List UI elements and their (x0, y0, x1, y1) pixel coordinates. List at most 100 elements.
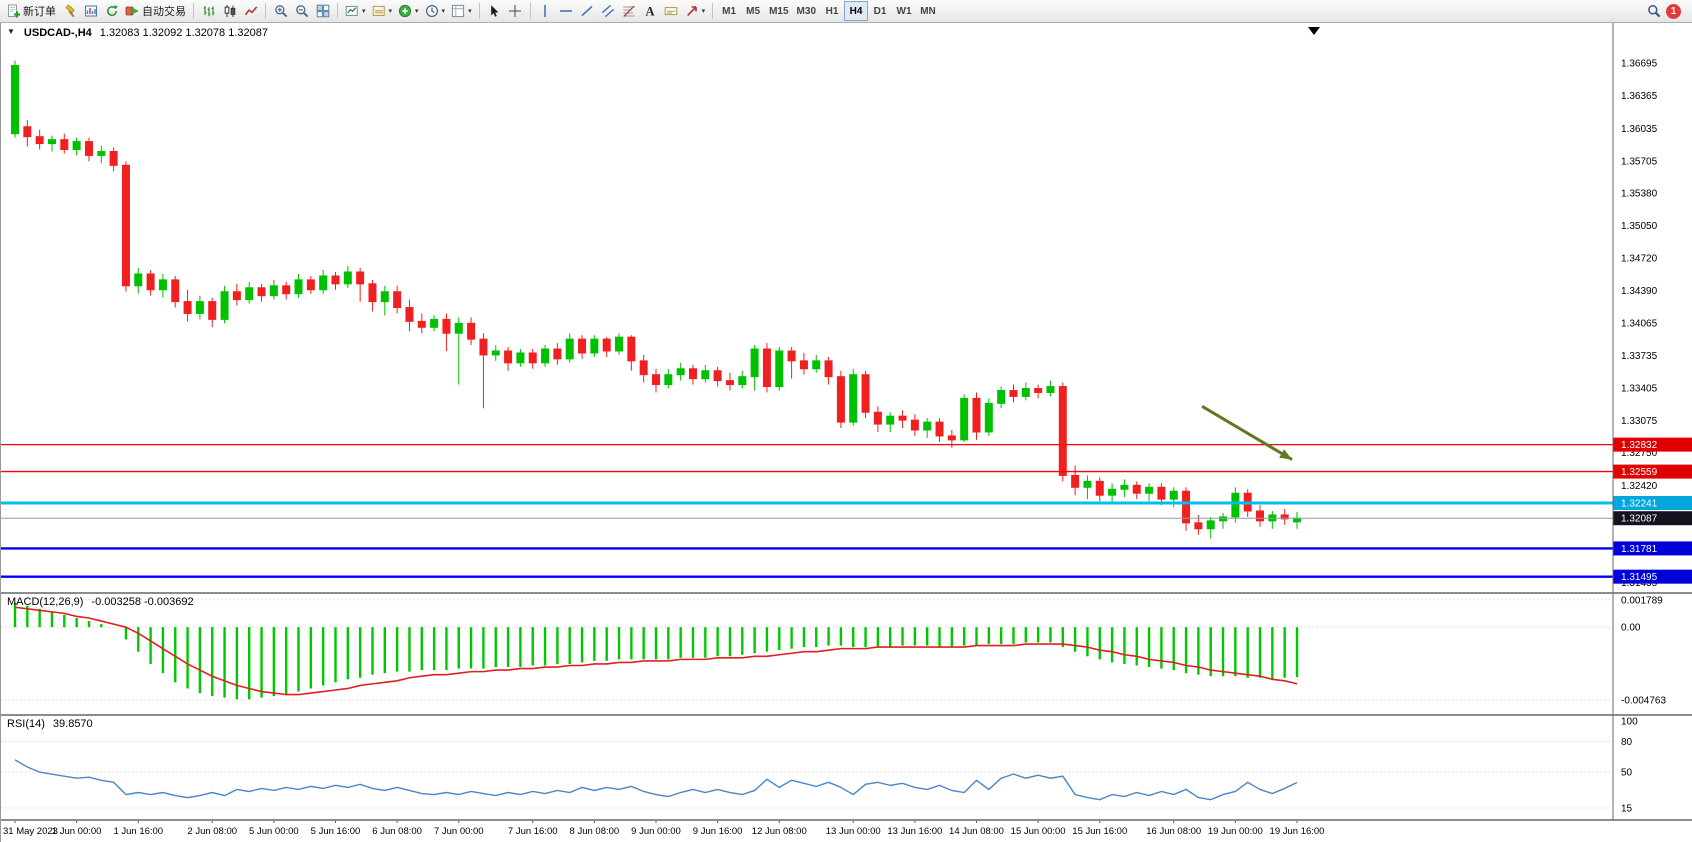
chevron-down-icon: ▾ (468, 7, 472, 15)
arrow-tools-button[interactable]: ▾ (682, 1, 709, 21)
toolbar-separator (193, 3, 194, 19)
pane-frames (1, 23, 1692, 821)
svg-text:A: A (646, 4, 655, 18)
chart-profiles-icon (372, 5, 385, 16)
periods-button[interactable]: ▾ (422, 1, 449, 21)
svg-text:1.32420: 1.32420 (1621, 481, 1658, 492)
zoom-in-icon (274, 5, 287, 18)
bars-chart-button[interactable] (198, 1, 219, 21)
svg-text:15: 15 (1621, 803, 1633, 814)
new-chart-button[interactable]: ▾ (342, 1, 369, 21)
ohlc-bars-icon (203, 6, 214, 17)
svg-text:1 Jun 00:00: 1 Jun 00:00 (52, 826, 102, 837)
candles-chart-button[interactable] (219, 1, 240, 21)
svg-text:12 Jun 08:00: 12 Jun 08:00 (752, 826, 807, 837)
svg-text:1.35380: 1.35380 (1621, 188, 1658, 199)
svg-text:1.35705: 1.35705 (1621, 156, 1658, 167)
new-order-button[interactable]: 新订单 (3, 1, 59, 21)
auto-trading-button[interactable]: 自动交易 (122, 1, 189, 21)
refresh-button[interactable] (101, 1, 122, 21)
svg-text:80: 80 (1621, 737, 1633, 748)
templates-button[interactable]: ▾ (448, 1, 475, 21)
search-button[interactable] (1643, 1, 1664, 21)
svg-text:9 Jun 16:00: 9 Jun 16:00 (693, 826, 743, 837)
chart-area[interactable]: 1.36695 1.36365 1.36035 1.35705 1.35380 1.350… (0, 23, 1692, 842)
refresh-icon (106, 5, 118, 17)
channel-button[interactable] (598, 1, 619, 21)
add-indicator-icon (398, 4, 412, 18)
svg-text:14 Jun 08:00: 14 Jun 08:00 (949, 826, 1004, 837)
chevron-down-icon: ▾ (415, 7, 419, 15)
svg-text:5 Jun 16:00: 5 Jun 16:00 (311, 826, 361, 837)
svg-text:1.36695: 1.36695 (1621, 59, 1658, 70)
candlesticks-icon (224, 5, 235, 17)
annotation-arrow[interactable] (1201, 405, 1293, 461)
zoom-in-button[interactable] (270, 1, 291, 21)
timeframe-h1-button[interactable]: H1 (820, 1, 844, 21)
zoom-out-button[interactable] (291, 1, 312, 21)
toolbar-separator (529, 3, 531, 19)
cursor-button[interactable] (484, 1, 505, 21)
svg-text:8 Jun 08:00: 8 Jun 08:00 (570, 826, 620, 837)
template-icon (451, 4, 465, 18)
metaeditor-button[interactable] (59, 1, 80, 21)
svg-text:2 Jun 08:00: 2 Jun 08:00 (187, 826, 237, 837)
horizontal-line-button[interactable] (556, 1, 577, 21)
notifications-badge[interactable]: 1 (1666, 3, 1681, 19)
market-watch-icon (84, 5, 97, 17)
arrow-tools-icon (686, 6, 697, 16)
svg-text:1.34065: 1.34065 (1621, 318, 1658, 329)
tile-windows-icon (316, 4, 329, 18)
horizontal-line-icon (560, 10, 573, 12)
line-chart-button[interactable] (240, 1, 261, 21)
svg-text:1.32087: 1.32087 (1621, 514, 1658, 525)
crosshair-button[interactable] (505, 1, 526, 21)
svg-text:19 Jun 16:00: 19 Jun 16:00 (1270, 826, 1325, 837)
new-order-icon (8, 4, 20, 18)
timeframe-m1-button[interactable]: M1 (717, 1, 741, 21)
text-label-button[interactable] (661, 1, 682, 21)
toolbar-separator (265, 3, 266, 19)
hammer-icon (65, 4, 75, 18)
svg-text:16 Jun 08:00: 16 Jun 08:00 (1146, 826, 1201, 837)
timeframe-d1-button[interactable]: D1 (868, 1, 892, 21)
svg-text:0.00: 0.00 (1621, 623, 1641, 634)
chevron-down-icon: ▾ (388, 7, 393, 15)
svg-text:15 Jun 00:00: 15 Jun 00:00 (1011, 826, 1066, 837)
svg-text:1.33075: 1.33075 (1621, 416, 1658, 427)
autotrade-icon (125, 6, 139, 16)
market-watch-button[interactable] (80, 1, 101, 21)
levels-layer[interactable]: 1.32832 1.32559 1.32241 1.32087 1.31781 1.314… (1, 437, 1692, 584)
svg-text:0.001789: 0.001789 (1621, 595, 1663, 606)
timeframe-m15-button[interactable]: M15 (765, 1, 792, 21)
timeframe-m30-button[interactable]: M30 (793, 1, 820, 21)
timeframe-m5-button[interactable]: M5 (741, 1, 765, 21)
svg-text:1.31781: 1.31781 (1621, 544, 1658, 555)
text-button[interactable]: A (640, 1, 661, 21)
vertical-line-button[interactable] (535, 1, 556, 21)
clock-icon (425, 4, 438, 18)
svg-text:5 Jun 00:00: 5 Jun 00:00 (249, 826, 299, 837)
svg-text:31 May 2023: 31 May 2023 (3, 826, 58, 837)
svg-text:1.32241: 1.32241 (1621, 498, 1658, 509)
svg-text:100: 100 (1621, 717, 1638, 728)
trendline-button[interactable] (577, 1, 598, 21)
timeframe-w1-button[interactable]: W1 (892, 1, 916, 21)
svg-text:7 Jun 16:00: 7 Jun 16:00 (508, 826, 558, 837)
chart-profiles-button[interactable]: ▾ (369, 1, 396, 21)
svg-text:13 Jun 16:00: 13 Jun 16:00 (887, 826, 942, 837)
fibonacci-button[interactable] (619, 1, 640, 21)
svg-text:1.31495: 1.31495 (1621, 572, 1658, 583)
toolbar-separator (337, 3, 338, 19)
svg-text:1.34390: 1.34390 (1621, 286, 1658, 297)
toolbar-separator (712, 3, 714, 19)
macd-pane: 0.001789 0.00 -0.004763 (1, 595, 1666, 707)
timeframe-mn-button[interactable]: MN (916, 1, 940, 21)
chevron-down-icon: ▾ (362, 7, 366, 15)
indicators-button[interactable]: ▾ (395, 1, 422, 21)
cursor-icon (491, 5, 499, 17)
timeframe-h4-button[interactable]: H4 (844, 1, 868, 21)
svg-text:50: 50 (1621, 768, 1633, 779)
tile-windows-button[interactable] (312, 1, 333, 21)
new-chart-icon (345, 5, 358, 16)
